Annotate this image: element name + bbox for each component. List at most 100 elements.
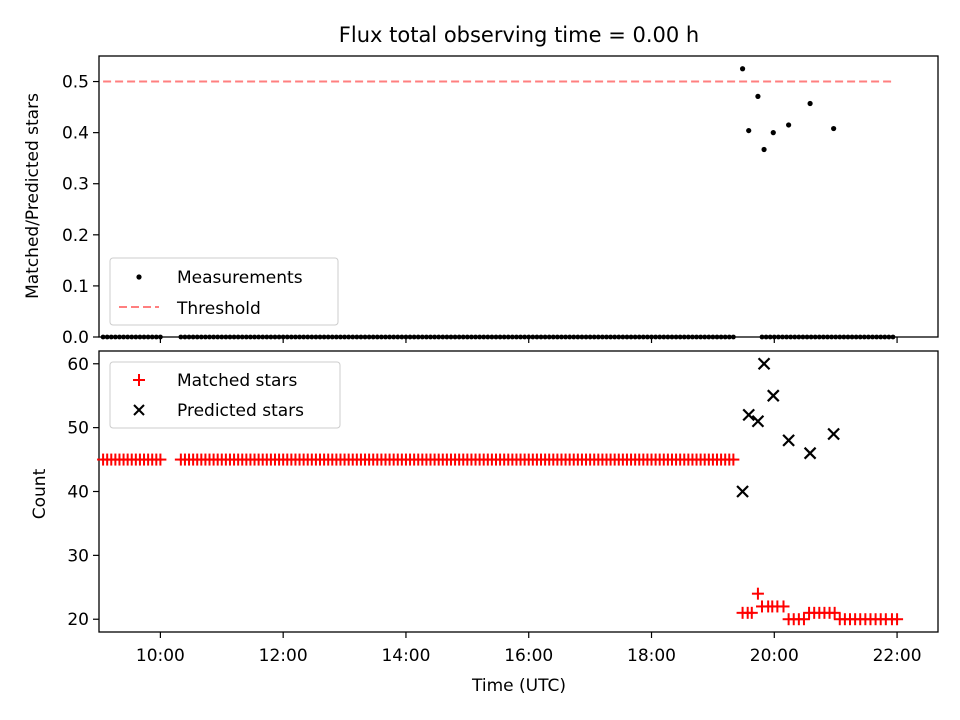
zero-measurement-point [771, 334, 777, 340]
measurement-point [761, 146, 767, 153]
zero-measurement-point [870, 334, 875, 340]
x-tick-label: 10:00 [136, 646, 185, 666]
x-tick-label: 20:00 [750, 646, 799, 666]
zero-measurement-point [718, 334, 724, 340]
zero-measurement-point [411, 334, 417, 340]
measurement-point [770, 130, 776, 136]
zero-measurement-point [366, 334, 372, 340]
y-tick-label: 0.3 [62, 175, 89, 195]
zero-measurement-point [546, 334, 552, 340]
zero-measurement-point [579, 334, 585, 340]
zero-measurement-point [542, 334, 548, 340]
zero-measurement-point [256, 334, 262, 340]
zero-measurement-point [407, 334, 413, 340]
zero-measurement-point [219, 334, 225, 340]
count-legend: Matched stars Predicted stars [109, 361, 341, 429]
ratio-y-axis: 0.0 0.1 0.2 0.3 0.4 0.5 [62, 73, 99, 348]
zero-measurement-point [272, 334, 278, 340]
y-tick-label: 0.0 [62, 328, 89, 348]
zero-measurement-point [305, 334, 311, 340]
zero-measurement-point [485, 334, 491, 340]
zero-measurement-point [280, 334, 286, 340]
zero-measurement-point [391, 334, 397, 340]
zero-measurement-point [706, 334, 712, 340]
zero-measurement-point [669, 334, 675, 340]
zero-measurement-point [481, 334, 487, 340]
zero-measurement-point [575, 334, 581, 340]
zero-measurement-point [460, 334, 466, 340]
zero-measurement-point [395, 334, 401, 340]
zero-measurement-point [235, 334, 241, 340]
y-tick-label: 50 [67, 419, 89, 439]
y-tick-label: 0.5 [62, 73, 89, 93]
zero-measurement-point [800, 334, 806, 340]
zero-measurement-point [767, 334, 773, 340]
zero-measurement-point [133, 334, 139, 340]
zero-measurement-point [469, 334, 474, 340]
zero-measurement-point [329, 334, 335, 340]
zero-measurement-point [137, 334, 143, 340]
zero-measurement-point [526, 334, 532, 340]
count-x-axis: 10:00 12:00 14:00 16:00 18:00 20:00 22:00 [136, 632, 922, 666]
zero-measurement-point [178, 334, 184, 340]
zero-measurement-point [284, 334, 290, 340]
zero-measurement-point [190, 334, 196, 340]
zero-measurement-point [522, 334, 528, 340]
measurement-point [739, 66, 746, 72]
zero-measurement-point [567, 334, 573, 340]
zero-measurement-point [837, 334, 843, 340]
matched-star-point [797, 613, 810, 626]
zero-measurement-point [591, 334, 597, 340]
zero-measurement-point [632, 334, 638, 340]
count-legend-box [109, 361, 341, 429]
zero-measurement-point [456, 334, 462, 340]
zero-measurement-point [583, 334, 589, 340]
zero-measurement-point [878, 334, 884, 340]
zero-measurement-point [264, 334, 270, 340]
zero-measurement-point [370, 334, 376, 340]
zero-measurement-point [297, 334, 302, 340]
zero-measurement-point [448, 334, 454, 340]
zero-measurement-point [530, 334, 536, 340]
zero-measurement-point [886, 334, 892, 340]
zero-measurement-point [374, 334, 380, 340]
count-y-axis: 20 30 40 50 60 [67, 355, 99, 630]
zero-measurement-point [325, 334, 331, 340]
zero-measurement-point [812, 334, 818, 340]
zero-measurement-point [853, 334, 859, 340]
zero-measurement-point [301, 334, 307, 340]
zero-measurement-point [419, 334, 425, 340]
zero-measurement-point [792, 334, 798, 340]
zero-measurement-point [788, 334, 794, 340]
zero-measurement-point [186, 334, 192, 340]
zero-measurement-point [616, 334, 622, 340]
zero-measurement-point [268, 334, 274, 340]
matched-stars-points [97, 453, 904, 626]
count-y-label: Count [30, 468, 50, 519]
zero-measurement-point [223, 334, 229, 340]
zero-measurement-point [624, 334, 630, 340]
zero-measurement-point [600, 334, 605, 340]
zero-measurement-point [620, 334, 626, 340]
zero-measurement-point [415, 334, 421, 340]
measurements-legend-marker [136, 274, 142, 280]
zero-measurement-point [816, 334, 822, 340]
predicted-legend-marker [133, 404, 145, 416]
zero-measurement-point [243, 334, 249, 340]
ratio-panel: 0.0 0.1 0.2 0.3 0.4 0.5 Matched/Predicted sta… [23, 55, 939, 348]
zero-measurement-point [231, 334, 237, 340]
zero-measurement-point [808, 334, 814, 340]
zero-measurement-point [538, 334, 544, 340]
zero-measurement-point [841, 334, 847, 340]
zero-measurement-point [194, 334, 200, 340]
zero-measurement-point [653, 334, 659, 340]
zero-measurement-point [108, 334, 114, 340]
zero-measurement-point [571, 334, 577, 340]
measurement-point [746, 127, 752, 134]
measurement-point [831, 125, 837, 132]
ratio-y-label: Matched/Predicted stars [23, 93, 43, 299]
zero-measurement-point [563, 334, 568, 340]
y-tick-label: 0.1 [62, 277, 89, 297]
zero-measurement-point [252, 334, 257, 340]
zero-measurement-point [645, 334, 650, 340]
